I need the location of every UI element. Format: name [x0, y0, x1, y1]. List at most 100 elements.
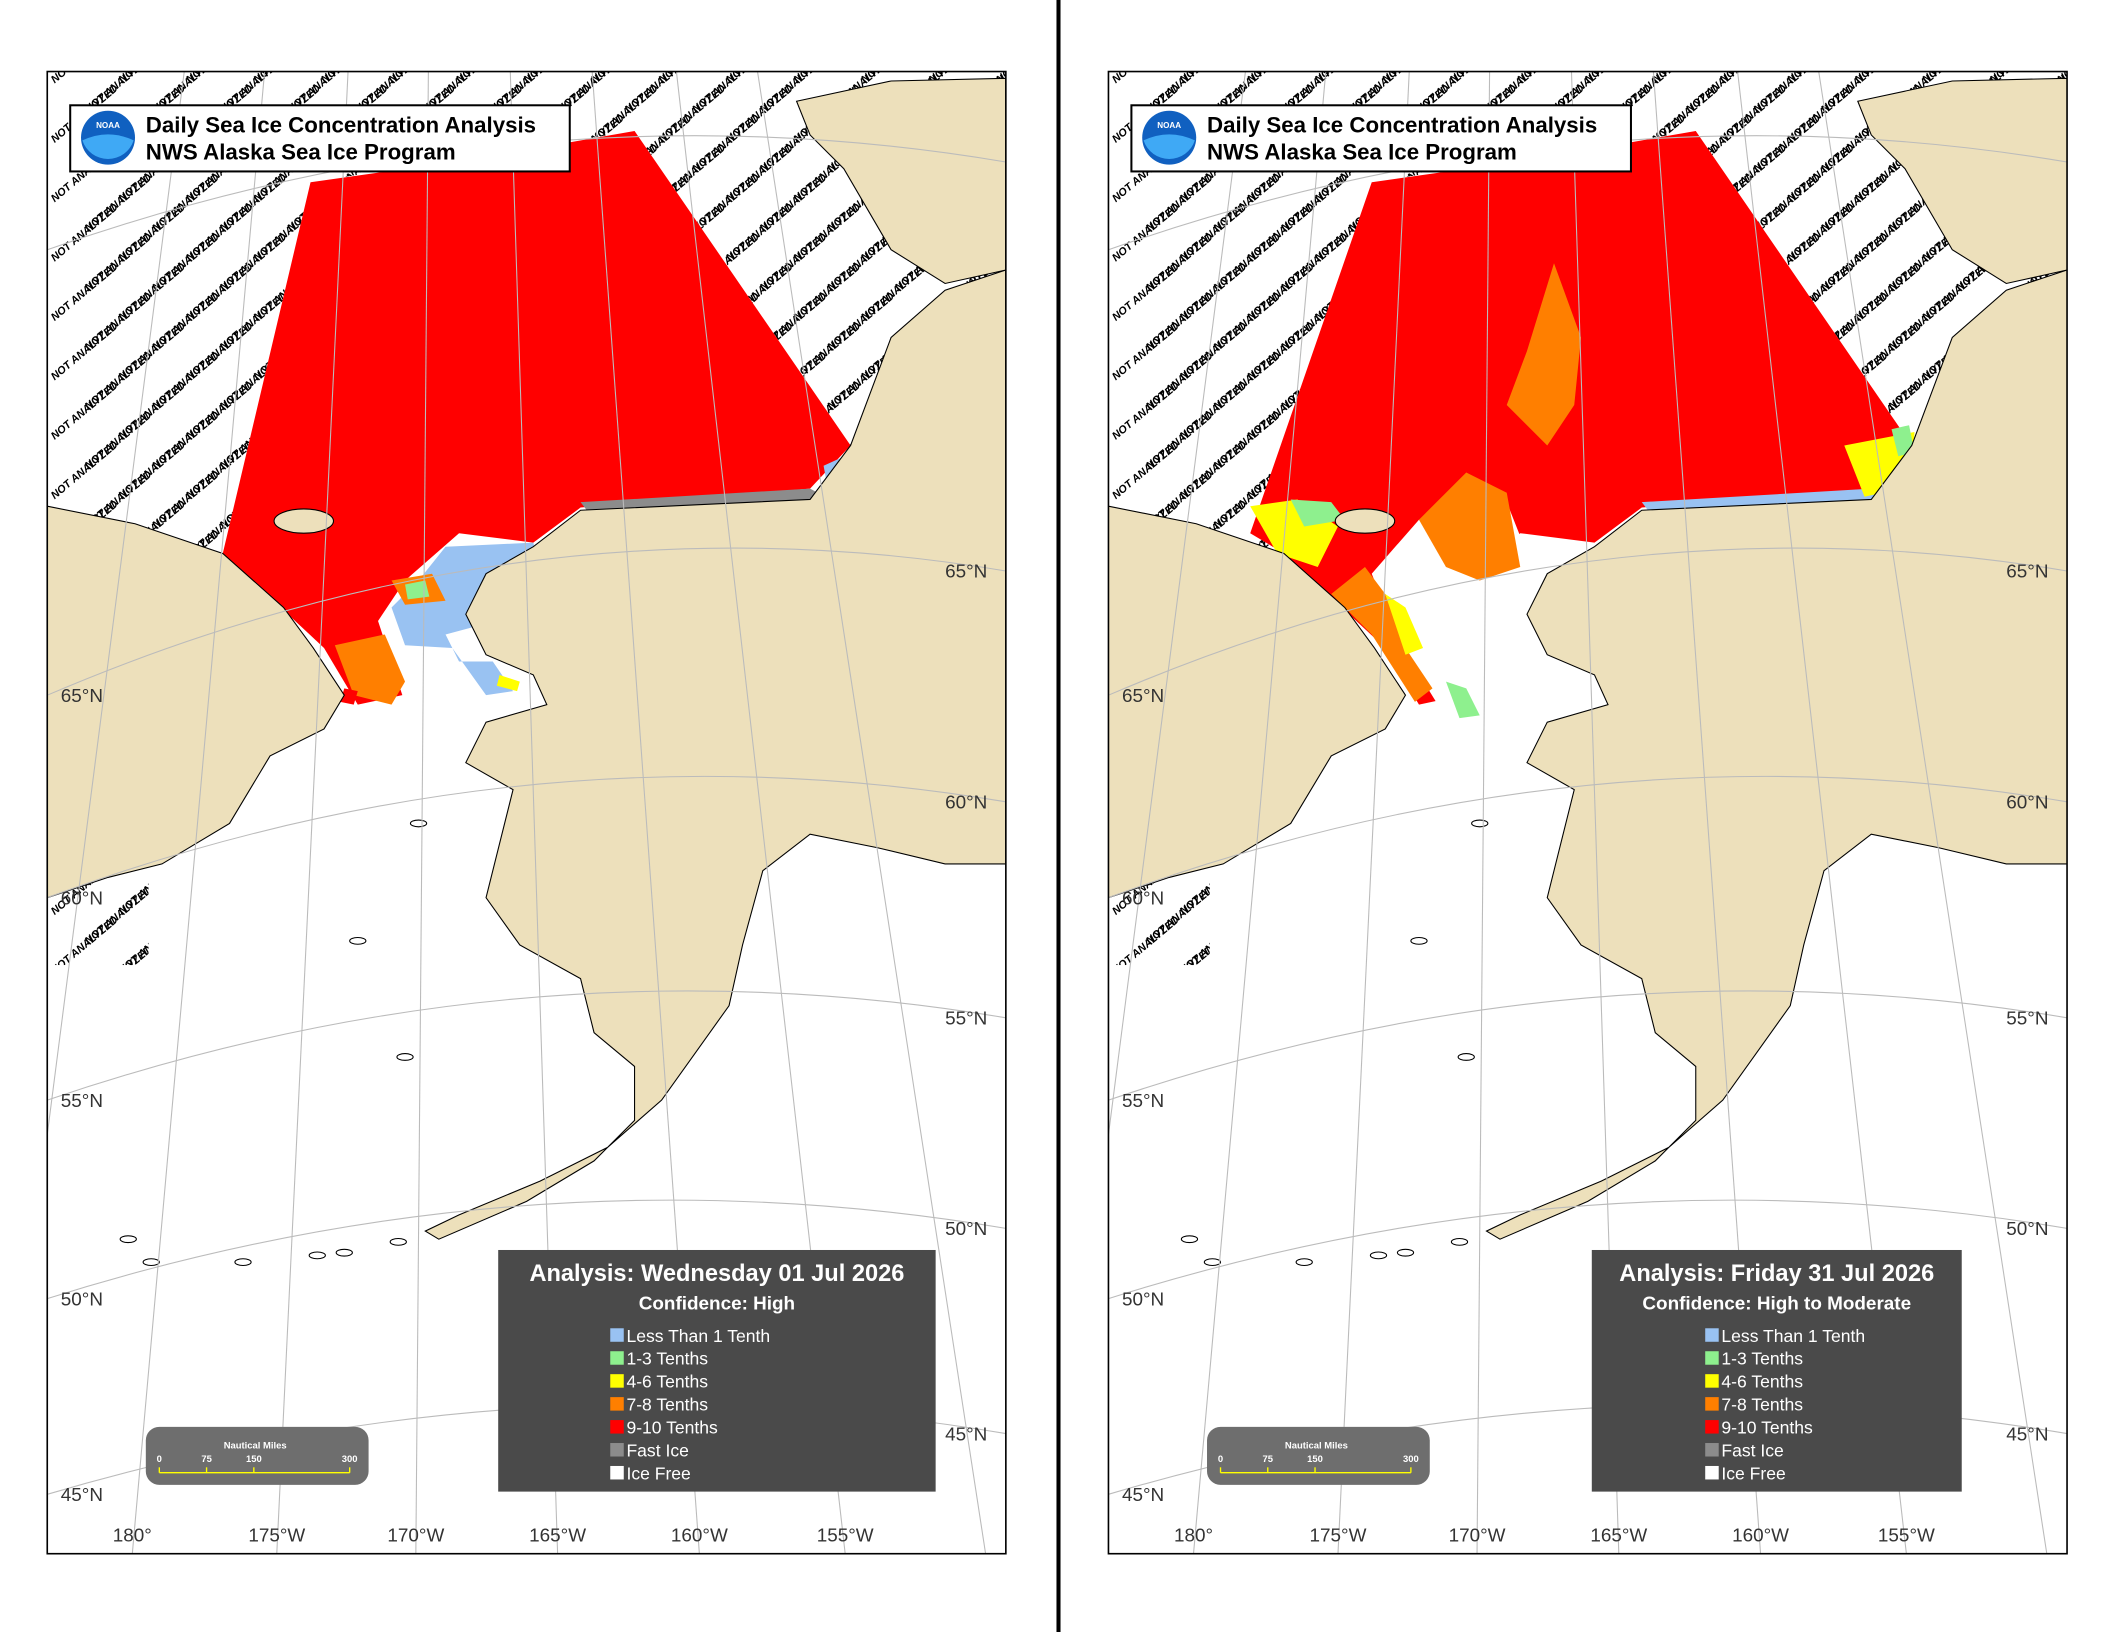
legend-label: 1-3 Tenths	[1721, 1349, 1803, 1369]
legend-swatch	[610, 1420, 624, 1434]
not-analyzed-label: NOT ANALYZED	[2089, 647, 2117, 710]
latitude-line	[47, 1199, 1006, 1300]
longitude-line	[1737, 71, 1907, 1554]
ice-area	[496, 674, 520, 692]
latitude-label: 50°N	[2006, 1219, 2048, 1240]
noaa-logo-wave	[1143, 134, 1195, 159]
not-analyzed-label: NOT ANALYZED	[1616, 0, 1688, 56]
not-analyzed-label: NOT ANALYZED	[1751, 0, 1823, 56]
not-analyzed-label: NOT ANALYZED	[2089, 528, 2117, 591]
confidence: Confidence: High to Moderate	[1642, 1293, 1911, 1314]
legend-swatch	[1705, 1397, 1719, 1411]
longitude-line	[1337, 71, 1410, 1554]
longitude-label: 175°W	[1310, 1526, 1367, 1547]
not-analyzed-label: NOT ANALYZED	[623, 0, 695, 56]
ice-area	[1418, 472, 1521, 581]
not-analyzed-label: NOT ANALYZED	[2089, 409, 2117, 472]
longitude-label: 175°W	[248, 1526, 305, 1547]
latitude-label: 55°N	[2006, 1009, 2048, 1030]
land	[424, 269, 1006, 1240]
not-analyzed-label: NOT ANALYZED	[353, 0, 425, 56]
not-analyzed-label: NOT ANALYZED	[960, 0, 1032, 56]
not-analyzed-label: NOT ANALYZED	[2021, 0, 2093, 56]
island	[1369, 1251, 1388, 1260]
scale-label: 150	[246, 1454, 262, 1465]
header-box	[1130, 104, 1632, 173]
not-analyzed-label: NOT ANALYZED	[1028, 766, 1100, 829]
island	[119, 1235, 137, 1244]
latitude-line	[1108, 1199, 2068, 1300]
not-analyzed-label: NOT ANALYZED	[1211, 0, 1283, 56]
not-analyzed-label: NOT ANALYZED	[1028, 706, 1100, 769]
ice-area	[340, 688, 358, 705]
legend-label: Fast Ice	[626, 1441, 688, 1461]
island	[409, 819, 428, 828]
legend-box	[1591, 1249, 1962, 1492]
not-analyzed-label: NOT ANALYZED	[2089, 53, 2117, 116]
not-analyzed-label: NOT ANALYZED	[2089, 469, 2117, 532]
not-analyzed-label: NOT ANALYZED	[2089, 706, 2117, 769]
longitude-line	[1192, 71, 1327, 1554]
ice-area	[1506, 263, 1581, 446]
logo-text: NOAA	[1157, 121, 1181, 130]
legend-label: 9-10 Tenths	[626, 1418, 718, 1438]
not-analyzed-label: NOT ANALYZED	[285, 0, 357, 56]
island	[308, 1251, 326, 1260]
longitude-line	[1476, 71, 1491, 1554]
latitude-line	[47, 547, 1006, 696]
longitude-line	[415, 71, 429, 1554]
noaa-logo-wave	[82, 134, 134, 159]
latitude-label: 65°N	[61, 686, 103, 707]
latitude-line	[1108, 547, 2068, 696]
longitude-line	[1818, 71, 2048, 1554]
legend-label: 9-10 Tenths	[1721, 1418, 1813, 1438]
longitude-label: 170°W	[387, 1526, 444, 1547]
latitude-label: 60°N	[945, 793, 987, 814]
not-analyzed-label: NOT ANALYZED	[2089, 290, 2117, 353]
island	[1334, 508, 1396, 534]
not-analyzed-label: NOT ANALYZED	[2089, 231, 2117, 294]
latitude-label: 50°N	[945, 1219, 987, 1240]
legend-label: Less Than 1 Tenth	[1721, 1326, 1865, 1346]
not-analyzed-label: NOT ANALYZED	[1028, 0, 1100, 56]
legend-label: Ice Free	[1721, 1463, 1785, 1483]
legend-label: 4-6 Tenths	[1721, 1372, 1803, 1392]
latitude-label: 55°N	[1122, 1091, 1164, 1112]
latitude-label: 45°N	[61, 1485, 103, 1506]
not-analyzed-label: NOT ANALYZED	[893, 0, 965, 56]
land	[1857, 77, 2068, 285]
longitude-label: 180°	[1174, 1526, 1213, 1547]
legend-label: Less Than 1 Tenth	[626, 1326, 770, 1346]
latitude-label: 60°N	[2006, 793, 2048, 814]
legend-swatch	[610, 1351, 624, 1365]
not-analyzed-label: NOT ANALYZED	[2089, 172, 2117, 235]
land	[795, 77, 1006, 285]
longitude-line	[47, 71, 185, 1139]
latitude-label: 50°N	[61, 1289, 103, 1310]
latitude-label: 65°N	[1122, 686, 1164, 707]
not-analyzed-label: NOT ANALYZED	[1886, 0, 1958, 56]
legend-label: Ice Free	[626, 1463, 690, 1483]
legend-swatch	[1705, 1443, 1719, 1457]
not-analyzed-label: NOT ANALYZED	[1028, 231, 1100, 294]
longitude-label: 170°W	[1449, 1526, 1506, 1547]
ice-area	[405, 580, 430, 600]
legend-swatch	[610, 1328, 624, 1342]
not-analyzed-label: NOT ANALYZED	[1028, 647, 1100, 710]
not-analyzed-label: NOT ANALYZED	[1481, 0, 1553, 56]
ice-area	[334, 634, 406, 705]
scale-label: 75	[1263, 1454, 1274, 1465]
island	[234, 1258, 252, 1267]
not-analyzed-label: NOT ANALYZED	[1028, 587, 1100, 650]
not-analyzed-label: NOT ANALYZED	[1346, 0, 1418, 56]
not-analyzed-label: NOT ANALYZED	[690, 0, 762, 56]
scale-label: 75	[201, 1454, 212, 1465]
ice-area	[1445, 681, 1480, 719]
not-analyzed-label: NOT ANALYZED	[1028, 409, 1100, 472]
not-analyzed-label: NOT ANALYZED	[150, 0, 222, 56]
not-analyzed-label: NOT ANALYZED	[758, 0, 830, 56]
header-subtitle: NWS Alaska Sea Ice Program	[1207, 139, 1517, 164]
